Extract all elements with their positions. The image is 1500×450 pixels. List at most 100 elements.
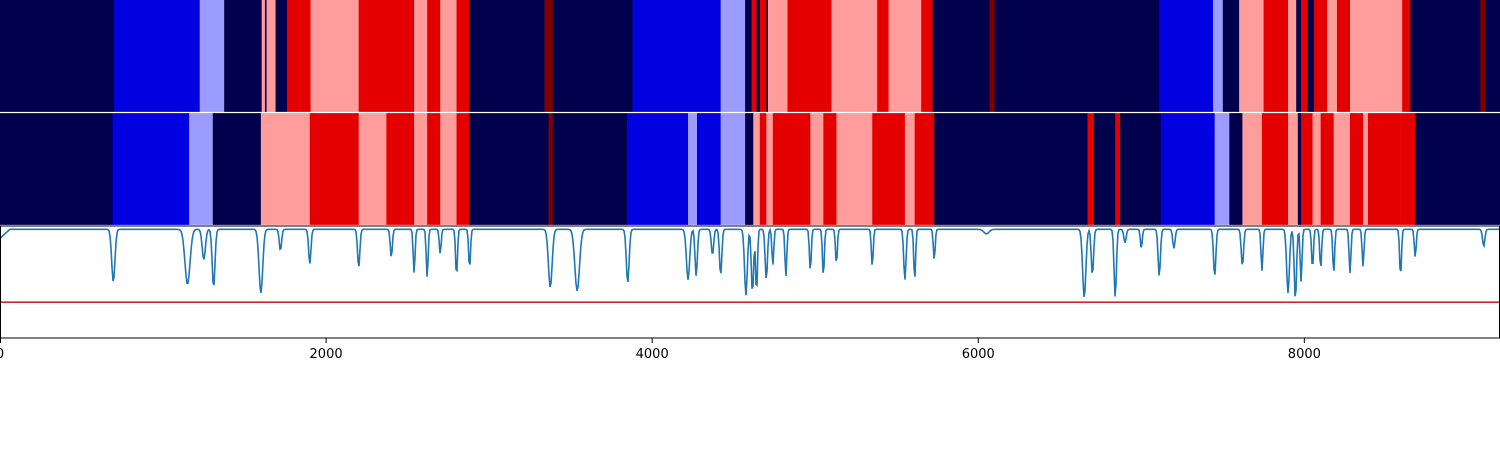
middle-strip-segment-50 [1400,113,1416,225]
top-strip-segment-48 [1402,0,1411,112]
top-strip-segment-14 [440,0,457,112]
top-strip-segment-17 [544,0,554,112]
top-strip-segment-15 [456,0,470,112]
top-strip-segment-51 [1485,0,1500,112]
top-strip-segment-18 [552,0,633,112]
top-strip-segment-29 [877,0,889,112]
top-strip-segment-32 [932,0,990,112]
x-tick-label-2: 4000 [636,347,669,362]
middle-strip-segment-19 [745,113,754,225]
top-segmentation-strip [0,0,1500,112]
middle-strip-segment-2 [189,113,214,225]
middle-strip-segment-3 [212,113,262,225]
middle-strip-segment-36 [1160,113,1215,225]
top-strip-segment-16 [469,0,545,112]
middle-strip-segment-13 [548,113,554,225]
top-strip-segment-37 [1222,0,1240,112]
middle-strip-segment-21 [759,113,767,225]
top-strip-segment-28 [831,0,878,112]
middle-strip-segment-38 [1229,113,1243,225]
middle-strip-segment-17 [697,113,721,225]
middle-strip-segment-45 [1320,113,1334,225]
middle-strip-segment-24 [785,113,811,225]
top-strip-segment-39 [1263,0,1289,112]
top-strip-segment-47 [1350,0,1403,112]
middle-strip-segment-29 [904,113,915,225]
middle-strip-segment-1 [112,113,190,225]
middle-strip-segment-46 [1333,113,1351,225]
top-strip-segment-45 [1327,0,1338,112]
middle-strip-segment-44 [1312,113,1321,225]
middle-strip-segment-9 [427,113,441,225]
top-strip-segment-6 [266,0,276,112]
middle-strip-segment-7 [386,113,415,225]
middle-strip-segment-18 [720,113,746,225]
top-strip-segment-5 [264,0,267,112]
top-strip-segment-50 [1480,0,1486,112]
top-strip-segment-7 [275,0,288,112]
middle-strip-segment-31 [934,113,1088,225]
middle-strip-segment-6 [358,113,387,225]
top-strip-segment-44 [1314,0,1328,112]
middle-segmentation-strip [0,113,1500,225]
top-strip-segment-23 [756,0,761,112]
top-strip-segment-41 [1296,0,1302,112]
middle-strip-segment-22 [766,113,774,225]
top-strip-segment-40 [1288,0,1297,112]
middle-strip-segment-41 [1288,113,1299,225]
middle-strip-segment-35 [1120,113,1162,225]
top-strip-segment-34 [994,0,1160,112]
middle-strip-segment-37 [1214,113,1230,225]
x-axis: 0 2000 4000 6000 8000 [0,338,1321,362]
middle-strip-segment-10 [440,113,457,225]
top-strip-segment-43 [1307,0,1315,112]
middle-strip-segment-33 [1094,113,1116,225]
middle-strip-segment-40 [1261,113,1289,225]
top-strip-segment-1 [114,0,201,112]
middle-strip-segment-27 [836,113,873,225]
middle-strip-segment-23 [772,113,787,225]
middle-strip-segment-32 [1087,113,1095,225]
middle-strip-segment-26 [823,113,837,225]
middle-strip-segment-5 [309,113,359,225]
signal-series-line [0,227,1500,298]
top-strip-segment-49 [1410,0,1481,112]
top-strip-segment-36 [1213,0,1224,112]
middle-strip-segment-25 [810,113,824,225]
middle-strip-segment-12 [469,113,549,225]
top-strip-segment-42 [1301,0,1308,112]
middle-strip-segment-43 [1301,113,1313,225]
top-strip-segment-24 [759,0,767,112]
top-strip-segment-2 [199,0,225,112]
middle-strip-segment-11 [456,113,470,225]
x-tick-label-0: 0 [0,347,4,362]
middle-strip-segment-8 [414,113,428,225]
top-strip-segment-3 [224,0,262,112]
middle-strip-segment-4 [260,113,311,225]
top-strip-segment-31 [921,0,933,112]
middle-strip-segment-20 [753,113,761,225]
top-strip-segment-30 [888,0,922,112]
middle-strip-segment-14 [552,113,628,225]
top-strip-segment-20 [720,0,746,112]
middle-strip-segment-42 [1297,113,1302,225]
top-strip-segment-9 [310,0,359,112]
middle-strip-segment-30 [914,113,935,225]
top-strip-segment-0 [0,0,115,112]
middle-strip-segment-28 [872,113,906,225]
top-strip-segment-35 [1159,0,1214,112]
x-tick-label-4: 8000 [1288,347,1321,362]
middle-strip-segment-0 [0,113,113,225]
x-tick-label-3: 6000 [962,347,995,362]
top-strip-segment-4 [261,0,266,112]
top-strip-segment-46 [1336,0,1351,112]
top-strip-segment-19 [632,0,721,112]
top-strip-segment-25 [766,0,769,112]
middle-strip-segment-39 [1242,113,1263,225]
middle-strip-segment-16 [688,113,698,225]
middle-strip-segment-49 [1367,113,1401,225]
top-strip-segment-33 [989,0,995,112]
middle-strip-segment-48 [1363,113,1369,225]
middle-strip-segment-15 [626,113,689,225]
